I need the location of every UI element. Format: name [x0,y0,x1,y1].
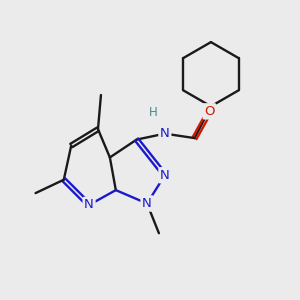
Text: N: N [142,197,152,210]
Text: O: O [204,105,215,118]
Text: H: H [148,106,157,119]
Text: N: N [160,127,170,140]
Text: N: N [160,169,170,182]
Text: N: N [84,199,94,212]
